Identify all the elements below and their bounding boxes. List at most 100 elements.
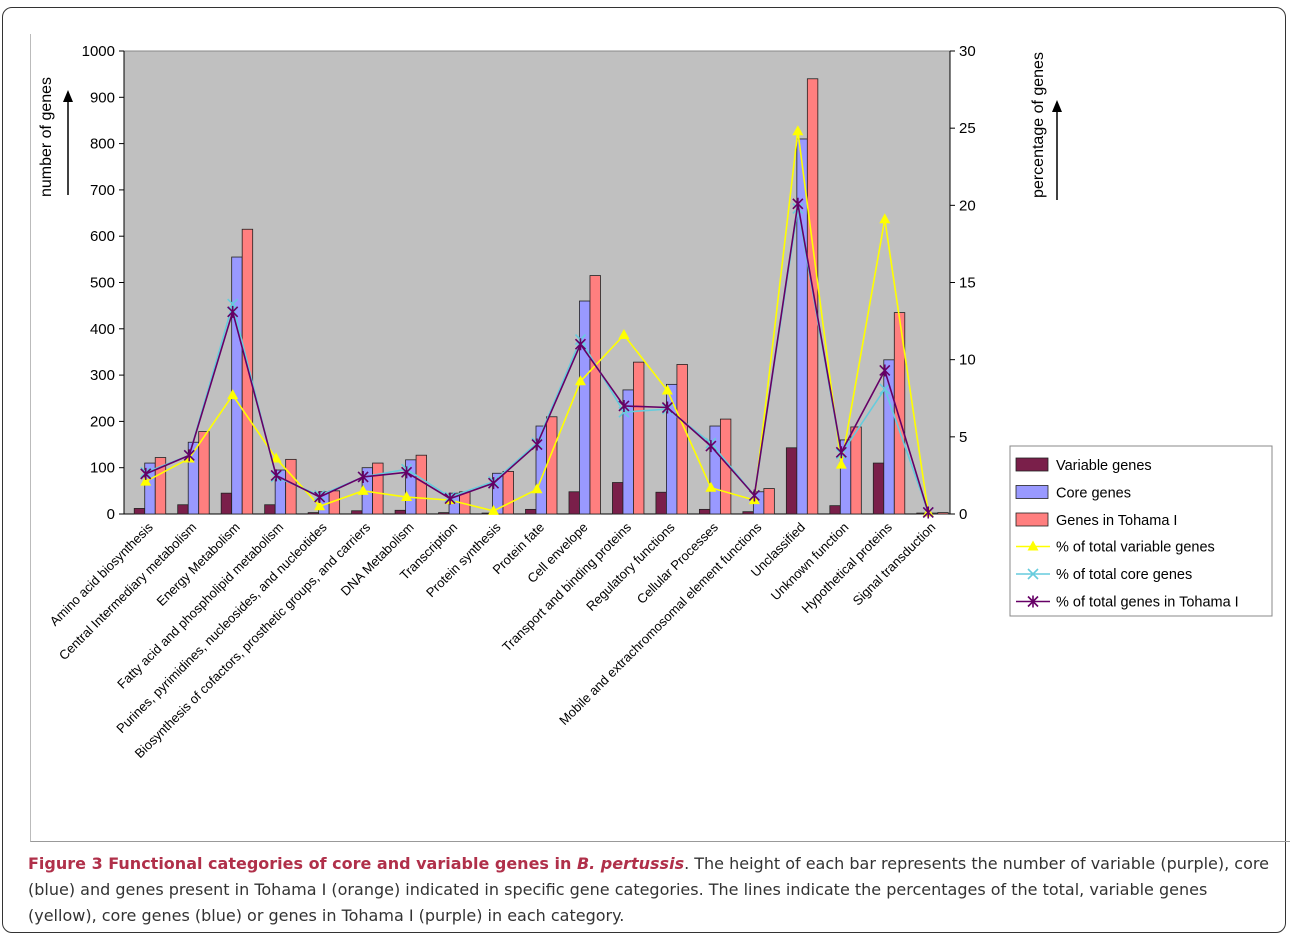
line-point-0 <box>531 483 543 494</box>
bar-2 <box>589 275 601 515</box>
bar-0 <box>655 491 667 515</box>
line-point-2 <box>531 438 543 451</box>
legend-box <box>1009 445 1273 617</box>
x-tick-label: Protein synthesis <box>423 519 504 600</box>
y-left-tick-label: 700 <box>90 182 115 199</box>
line-point-2 <box>140 467 152 480</box>
line-point-2 <box>661 401 673 414</box>
line-point-2 <box>183 449 195 462</box>
caption-body: . The height of each bar represents the … <box>28 854 1269 925</box>
bar-2 <box>633 361 645 515</box>
y-right-axis-label: percentage of genes <box>1030 52 1047 198</box>
bar-2 <box>763 488 775 515</box>
line-point-2 <box>922 506 934 519</box>
y-left-tick-label: 100 <box>90 460 115 477</box>
bar-0 <box>872 462 885 515</box>
bar-0 <box>394 509 406 515</box>
y-left-axis-label: number of genes <box>38 77 55 197</box>
line-point-2 <box>357 470 369 483</box>
bar-2 <box>806 78 819 515</box>
line-point-0 <box>140 475 152 486</box>
line-point-2 <box>401 466 413 479</box>
figure-caption: Figure 3 Functional categories of core a… <box>28 851 1278 929</box>
line-point-0 <box>618 328 630 339</box>
y-right-tick-label: 30 <box>959 43 976 60</box>
y-left-tick-label: 400 <box>90 321 115 338</box>
bar-2 <box>285 458 297 515</box>
x-tick-label: Energy Metabolism <box>154 520 243 609</box>
line-point-0 <box>357 484 369 495</box>
legend-swatch <box>1015 457 1049 472</box>
line-point-0 <box>574 375 586 386</box>
y-right-tick-label: 20 <box>959 197 976 214</box>
line-point-0 <box>792 125 804 136</box>
caption-title-species: B. pertussis <box>576 854 685 873</box>
figure-frame <box>2 7 1286 933</box>
x-tick-label: Signal transduction <box>850 520 939 609</box>
legend-label: % of total core genes <box>1056 567 1192 583</box>
bar-0 <box>829 505 841 515</box>
line-point-2 <box>705 440 717 453</box>
bar-0 <box>438 512 450 515</box>
bar-2 <box>850 426 862 515</box>
line-point-0 <box>314 500 326 511</box>
line-point-0 <box>661 384 673 395</box>
bar-2 <box>546 416 558 515</box>
bar-0 <box>177 504 189 515</box>
y-left-tick-label: 800 <box>90 136 115 153</box>
legend-label: % of total variable genes <box>1056 540 1215 556</box>
x-tick-label: Mobile and extrachromosomal element func… <box>556 519 765 728</box>
bar-2 <box>372 462 384 515</box>
combo-chart: 0 100 200 300 400 500 600 700 800 900 1000 0 5 10 15 20… <box>38 43 1273 761</box>
bar-2 <box>415 454 427 515</box>
bar-1 <box>579 300 591 515</box>
y-left-tick-label: 900 <box>90 89 115 106</box>
plot-layer: 0 100 200 300 400 500 600 700 800 900 1000 0 5 10 15 20… <box>47 43 1273 761</box>
line-point-2 <box>748 489 760 502</box>
caption-title: Figure 3 Functional categories of core a… <box>28 854 577 873</box>
y-left-tick-label: 300 <box>90 367 115 384</box>
legend-label: Genes in Tohama I <box>1056 513 1177 529</box>
legend-label: Variable genes <box>1056 458 1152 474</box>
x-tick-label: Unknown function <box>768 520 852 604</box>
y-left-tick-label: 1000 <box>82 43 115 60</box>
line-point-0 <box>270 452 282 463</box>
y-left-tick-label: 0 <box>107 506 115 523</box>
legend-swatch <box>1015 512 1049 527</box>
line-point-0 <box>835 458 847 469</box>
y-right-tick-label: 10 <box>959 352 976 369</box>
line-point-0 <box>227 389 239 400</box>
legend-label: Core genes <box>1056 486 1131 502</box>
bar-2 <box>893 312 906 515</box>
line-point-2 <box>618 399 630 412</box>
line-point-1 <box>879 383 891 395</box>
legend-marker <box>1027 540 1039 551</box>
bar-0 <box>133 508 146 515</box>
x-tick-label: Purines, pyrimidines, nucleosides, and n… <box>113 519 330 736</box>
line-point-2 <box>879 364 891 377</box>
line-point-0 <box>488 504 500 515</box>
legend-label: % of total genes in Tohama I <box>1056 595 1239 611</box>
bar-2 <box>502 471 514 515</box>
bar-0 <box>525 508 537 515</box>
y-left-tick-label: 600 <box>90 228 115 245</box>
bar-0 <box>785 447 798 515</box>
x-tick-label: Cellular Processes <box>634 519 722 607</box>
line-point-0 <box>401 491 413 502</box>
bar-0 <box>264 504 276 515</box>
line-point-2 <box>574 338 587 351</box>
bar-0 <box>612 482 624 515</box>
y-right-arrow-head <box>1052 100 1062 112</box>
bar-0 <box>742 511 754 515</box>
y-left-arrow-head <box>63 90 73 102</box>
bar-2 <box>676 364 688 515</box>
y-right-tick-label: 15 <box>959 275 976 292</box>
line-point-2 <box>270 469 282 482</box>
line-point-2 <box>227 305 239 318</box>
bar-1 <box>231 256 243 515</box>
bar-0 <box>568 491 580 515</box>
y-left-tick-label: 200 <box>90 413 115 430</box>
line-point-2 <box>792 197 804 210</box>
y-right-tick-label: 25 <box>959 120 976 137</box>
bar-0 <box>220 492 233 515</box>
